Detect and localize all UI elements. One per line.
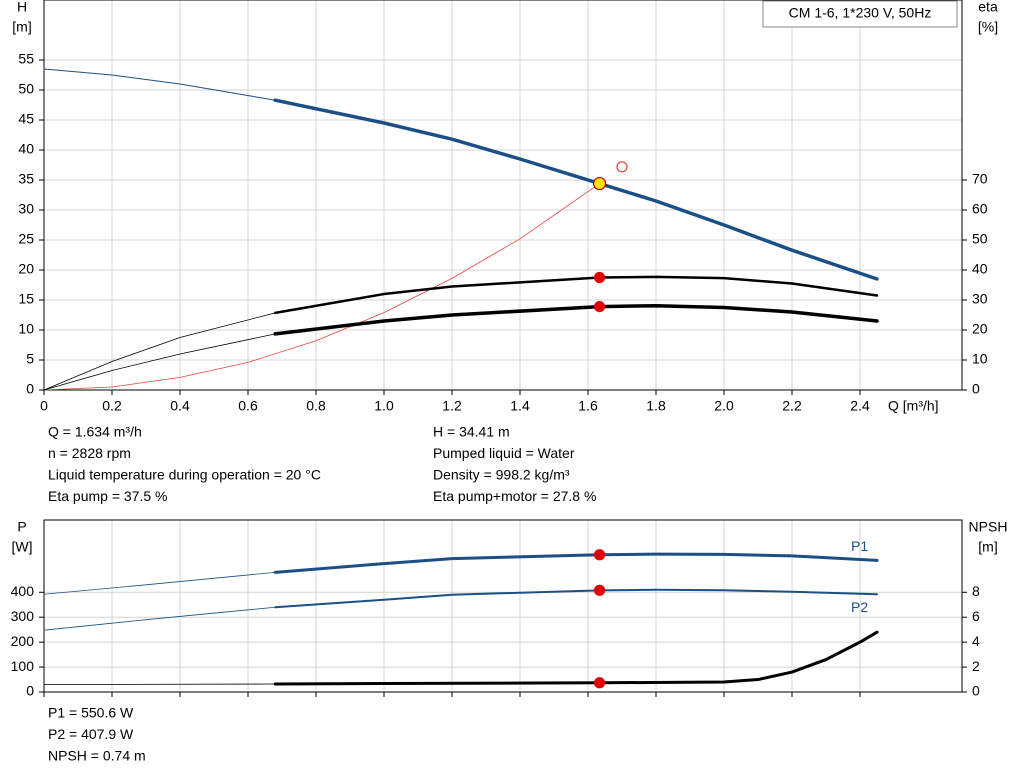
x-tick-label: 1.4 [510, 398, 530, 414]
y-tick-label: 0 [26, 381, 34, 397]
plot-frame [43, 0, 963, 391]
title-box [762, 0, 958, 28]
x-tick-label: 2.2 [782, 398, 802, 414]
y2-tick-label: 0 [972, 381, 980, 397]
y-tick-label: 10 [18, 321, 34, 337]
series-label: P2 [851, 599, 868, 615]
x-axis-title: Q [m³/h] [888, 398, 939, 414]
operating-point [593, 301, 606, 313]
y-tick-label: 50 [18, 81, 34, 97]
y-axis-title: H [17, 0, 27, 15]
y2-tick-label: 70 [972, 171, 988, 187]
info-text: n = 2828 rpm [48, 445, 131, 461]
y-tick-label: 25 [18, 231, 34, 247]
x-tick-label: 2.4 [850, 398, 870, 414]
y-tick-label: 100 [11, 658, 35, 674]
y2-axis-unit: [m] [978, 539, 997, 555]
y-tick-label: 200 [11, 633, 35, 649]
curve [43, 68, 276, 101]
curve [43, 606, 276, 631]
y2-tick-label: 50 [972, 231, 988, 247]
x-tick-label: 1.0 [374, 398, 394, 414]
curve [274, 588, 878, 609]
y2-tick-label: 8 [972, 583, 980, 599]
x-tick-label: 2.0 [714, 398, 734, 414]
y-tick-label: 35 [18, 171, 34, 187]
curve [273, 630, 879, 686]
info-text: Q = 1.634 m³/h [48, 424, 142, 440]
curve [273, 275, 879, 315]
plot-frame [43, 519, 963, 693]
x-tick-label: 1.6 [578, 398, 598, 414]
operating-point [593, 677, 606, 689]
y-axis-unit: [W] [12, 539, 33, 555]
operating-point [593, 584, 606, 596]
y-tick-label: 5 [26, 351, 34, 367]
info-text: Density = 998.2 kg/m³ [433, 467, 570, 483]
y-tick-label: 300 [11, 608, 35, 624]
info-text: P2 = 407.9 W [48, 726, 134, 742]
info-text: H = 34.41 m [433, 424, 510, 440]
operating-point [593, 271, 606, 284]
y-axis-unit: [m] [12, 19, 31, 35]
y-tick-label: 45 [18, 111, 34, 127]
operating-point [616, 161, 628, 173]
y-axis-title: P [17, 519, 26, 535]
curve [43, 312, 276, 391]
y2-axis-unit: [%] [978, 19, 998, 35]
curve [43, 571, 276, 595]
operating-point [593, 549, 606, 561]
y2-axis-title: NPSH [969, 519, 1008, 535]
y-tick-label: 0 [26, 683, 34, 699]
y-tick-label: 15 [18, 291, 34, 307]
curve [43, 333, 276, 391]
x-tick-label: 0 [40, 398, 48, 414]
info-text: Liquid temperature during operation = 20… [48, 467, 321, 483]
y2-axis-title: eta [978, 0, 998, 15]
y2-tick-label: 30 [972, 291, 988, 307]
y-tick-label: 400 [11, 583, 35, 599]
info-text: Eta pump = 37.5 % [48, 488, 167, 504]
y2-tick-label: 4 [972, 633, 980, 649]
info-text: NPSH = 0.74 m [48, 748, 146, 764]
x-tick-label: 0.2 [102, 398, 122, 414]
x-tick-label: 1.8 [646, 398, 666, 414]
y-tick-label: 20 [18, 261, 34, 277]
info-text: Eta pump+motor = 27.8 % [433, 488, 596, 504]
info-text: Pumped liquid = Water [433, 445, 575, 461]
curve [273, 552, 879, 574]
y2-tick-label: 0 [972, 683, 980, 699]
y2-tick-label: 6 [972, 608, 980, 624]
series-label: P1 [851, 538, 868, 554]
operating-point [592, 176, 607, 191]
y-tick-label: 30 [18, 201, 34, 217]
x-tick-label: 1.2 [442, 398, 462, 414]
y2-tick-label: 20 [972, 321, 988, 337]
y2-tick-label: 60 [972, 201, 988, 217]
y2-tick-label: 10 [972, 351, 988, 367]
y-tick-label: 40 [18, 141, 34, 157]
x-tick-label: 0.8 [306, 398, 326, 414]
curve [43, 183, 600, 391]
x-tick-label: 0.6 [238, 398, 258, 414]
y2-tick-label: 2 [972, 658, 980, 674]
chart-title: CM 1-6, 1*230 V, 50Hz [789, 5, 932, 21]
y2-tick-label: 40 [972, 261, 988, 277]
y-tick-label: 55 [18, 51, 34, 67]
curve [273, 303, 879, 336]
info-text: P1 = 550.6 W [48, 705, 134, 721]
x-tick-label: 0.4 [170, 398, 190, 414]
